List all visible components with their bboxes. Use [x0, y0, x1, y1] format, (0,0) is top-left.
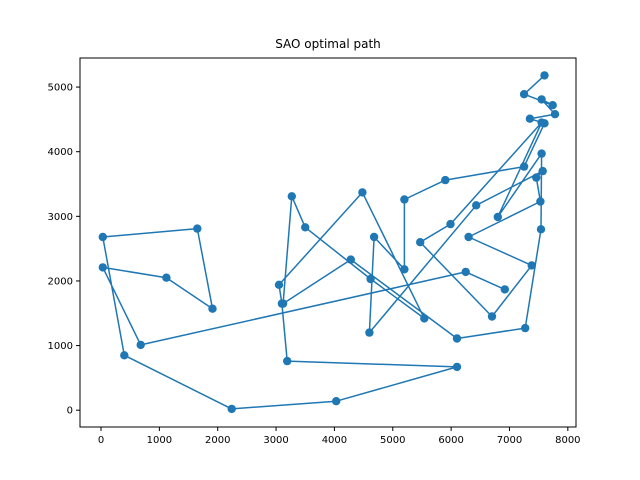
x-tick-label: 6000: [438, 435, 463, 446]
y-tick-label: 5000: [48, 83, 73, 94]
path-point: [98, 232, 108, 242]
y-tick-label: 2000: [48, 276, 73, 287]
path-point: [538, 166, 547, 176]
path-point: [519, 90, 529, 99]
path-point: [274, 280, 284, 289]
path-point: [446, 219, 455, 229]
path-point: [461, 267, 470, 277]
path-point: [369, 232, 379, 242]
path-point: [287, 192, 296, 201]
path-point: [277, 299, 287, 308]
path-point: [472, 201, 481, 210]
path-point: [400, 195, 409, 204]
path-point: [521, 323, 530, 333]
path-point: [120, 351, 129, 360]
x-tick-label: 1000: [147, 435, 172, 446]
path-point: [540, 71, 549, 80]
path-point: [301, 223, 310, 232]
path-point: [420, 314, 429, 323]
path-point: [227, 404, 236, 414]
path-point: [550, 110, 560, 119]
path-point: [98, 263, 108, 272]
x-tick-label: 3000: [263, 435, 288, 446]
path-point: [525, 114, 535, 123]
path-point: [136, 340, 145, 350]
chart-title: SAO optimal path: [275, 37, 381, 51]
path-point: [527, 261, 536, 270]
path-point: [537, 118, 546, 127]
path-series: [102, 74, 556, 410]
x-tick-label: 2000: [205, 435, 230, 446]
path-point: [500, 285, 509, 294]
path-point: [537, 149, 546, 158]
path-point: [365, 328, 374, 337]
x-tick-label: 8000: [555, 435, 580, 446]
y-tick-label: 1000: [48, 341, 73, 352]
path-point: [208, 304, 217, 313]
path-point: [162, 273, 171, 282]
y-tick-label: 3000: [48, 212, 73, 223]
path-point: [464, 232, 473, 242]
path-point: [366, 274, 375, 284]
path-point: [332, 397, 341, 406]
path-point: [536, 225, 546, 234]
path-point: [416, 238, 425, 247]
path-point: [283, 356, 292, 366]
path-line: [102, 74, 556, 410]
x-tick-label: 5000: [380, 435, 405, 446]
path-point: [346, 255, 355, 264]
path-point: [536, 197, 545, 206]
path-point: [358, 188, 367, 197]
x-tick-label: 4000: [322, 435, 347, 446]
plot-frame: [79, 57, 577, 428]
path-point: [400, 265, 409, 274]
path-point: [487, 312, 497, 321]
path-point: [532, 173, 541, 182]
path-markers: [98, 71, 560, 414]
path-point: [441, 175, 450, 185]
y-axis: 0 1000 2000 3000 4000 5000: [48, 83, 80, 417]
y-tick-label: 4000: [48, 147, 73, 158]
x-tick-label: 7000: [497, 435, 522, 446]
path-point: [493, 212, 502, 222]
path-point: [452, 362, 462, 372]
path-point: [193, 224, 202, 233]
path-point: [548, 101, 557, 110]
path-point: [537, 95, 546, 104]
x-axis: 0 1000 2000 3000 4000 5000 6000 7000 8000: [98, 427, 581, 446]
x-tick-label: 0: [98, 435, 104, 446]
path-point: [519, 162, 529, 171]
y-tick-label: 0: [67, 406, 73, 417]
path-point: [452, 334, 462, 343]
